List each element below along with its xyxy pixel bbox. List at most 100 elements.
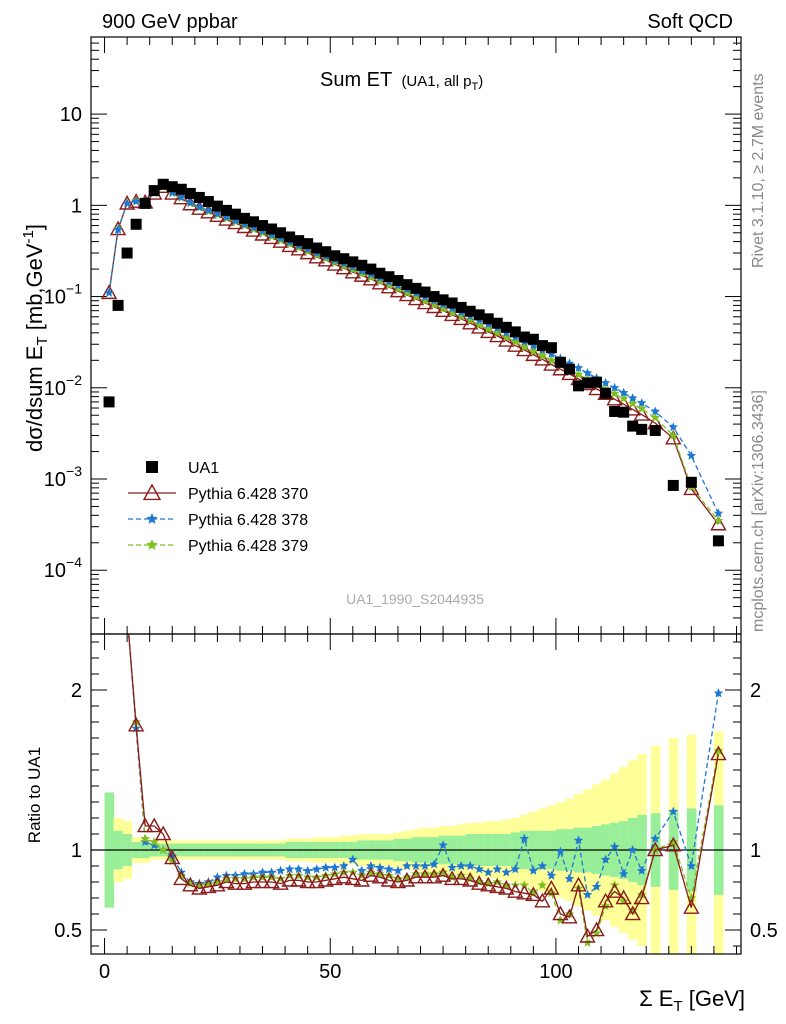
main-y-tick-base: 10: [44, 287, 66, 309]
data-point: [347, 256, 359, 268]
data-point: [121, 247, 133, 259]
ratio-data-point: [710, 745, 727, 761]
data-point: [627, 393, 638, 403]
legend-marker: [142, 483, 162, 501]
data-point: [537, 350, 548, 360]
ratio-series-line: [128, 634, 720, 897]
ratio-plot-panel: 0.5 0.5 1 1 2 2 0 50 100 Ratio to UA1 Σ ET [GeV]: [25, 633, 778, 1015]
data-point: [609, 382, 620, 392]
ratio-data-point: [185, 878, 196, 888]
ratio-data-point: [498, 879, 515, 895]
ratio-data-point: [597, 892, 614, 908]
data-point: [668, 422, 678, 432]
data-point: [582, 377, 594, 389]
data-point: [627, 398, 638, 408]
data-point: [527, 333, 539, 345]
data-point: [254, 225, 271, 241]
ratio-data-point: [519, 880, 530, 890]
ratio-data-point: [164, 849, 181, 865]
ratio-data-point: [182, 876, 199, 892]
mcplots-reference-label: mcplots.cern.ch [arXiv:1306.3436]: [750, 390, 767, 632]
data-point: [103, 396, 115, 408]
data-point: [518, 331, 530, 343]
main-y-tick-exp: −3: [66, 463, 82, 479]
ratio-data-point: [420, 861, 430, 870]
ratio-data-point: [149, 837, 159, 846]
ratio-data-point: [339, 861, 349, 870]
ratio-data-point: [411, 861, 421, 870]
ratio-data-point: [555, 846, 566, 856]
data-point: [665, 429, 682, 445]
data-point: [712, 535, 724, 547]
main-y-tick-label: 10−2: [44, 372, 82, 400]
data-point: [365, 263, 377, 275]
ratio-data-point: [158, 845, 168, 854]
data-point: [402, 287, 412, 297]
data-point: [419, 286, 431, 298]
data-point: [627, 420, 639, 432]
main-data-series: [100, 178, 727, 547]
ratio-data-point: [263, 873, 280, 889]
ratio-plot-frame: [90, 633, 742, 955]
data-point: [411, 291, 421, 301]
data-point: [112, 299, 124, 311]
ratio-data-point: [543, 879, 560, 895]
ratio-data-point: [407, 868, 425, 884]
data-point: [384, 280, 394, 289]
ratio-data-point: [519, 833, 530, 843]
data-point: [525, 346, 542, 362]
legend-label: Pythia 6.428 370: [188, 486, 308, 503]
data-point: [464, 305, 476, 317]
data-point: [573, 369, 584, 379]
data-point: [552, 360, 569, 376]
ratio-data-point: [443, 870, 461, 886]
ratio-data-point: [191, 879, 208, 895]
ratio-data-point: [456, 861, 466, 870]
data-point: [713, 508, 724, 518]
data-point: [606, 390, 623, 406]
data-point: [650, 406, 660, 416]
ratio-data-point: [624, 905, 641, 921]
series-line: [108, 185, 719, 522]
ratio-data-point: [507, 883, 524, 898]
main-y-tick-label: 1: [71, 195, 82, 217]
data-point: [618, 393, 629, 403]
ratio-data-point: [683, 899, 700, 914]
data-point: [410, 282, 422, 294]
main-y-tick-label: 10: [60, 104, 82, 126]
data-point: [636, 423, 648, 435]
data-point: [573, 380, 584, 392]
ratio-data-point: [248, 872, 259, 882]
ratio-y-tick-label-right: 1: [750, 840, 761, 862]
ratio-data-point: [537, 880, 548, 890]
data-point: [290, 240, 307, 256]
ratio-data-point: [375, 862, 385, 872]
ratio-data-point: [447, 862, 457, 872]
ratio-data-point: [299, 873, 316, 889]
data-point: [491, 317, 503, 329]
data-point: [374, 267, 386, 279]
main-y-tick-exp: −1: [66, 281, 82, 297]
data-point: [543, 356, 560, 371]
ratio-axis-ticks: 0.5 0.5 1 1 2 2 0 50 100: [54, 634, 778, 983]
ratio-data-point: [425, 868, 443, 884]
data-point: [263, 229, 280, 245]
data-point: [618, 387, 629, 397]
data-point: [293, 235, 305, 247]
data-point: [588, 380, 605, 396]
ratio-data-point: [480, 876, 497, 892]
data-point: [683, 480, 700, 496]
data-point: [509, 326, 521, 338]
data-point: [194, 201, 205, 211]
legend-label: Pythia 6.428 378: [188, 512, 308, 529]
ratio-data-point: [371, 868, 389, 884]
ratio-data-point: [308, 873, 325, 889]
data-point: [209, 207, 226, 222]
main-y-axis-label: dσ/dsum ET [mb,GeV-1]: [20, 224, 51, 452]
ratio-data-point: [573, 835, 584, 845]
data-point: [420, 295, 430, 305]
ratio-data-point: [344, 870, 361, 886]
ratio-data-point: [483, 867, 493, 877]
data-point: [122, 198, 132, 208]
